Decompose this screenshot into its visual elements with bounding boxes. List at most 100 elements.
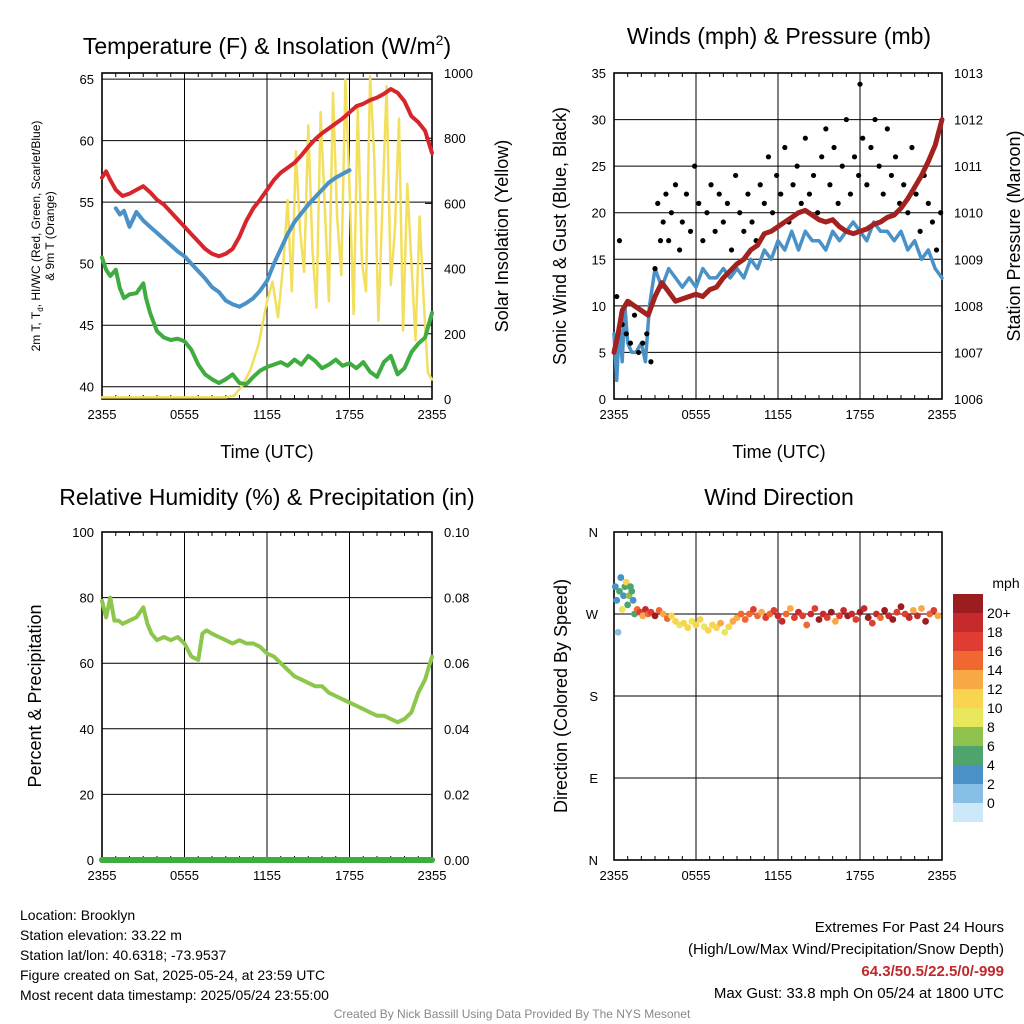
wind-direction-point — [696, 616, 704, 623]
wdir-legend-swatch — [953, 613, 983, 632]
temp-xlabel: Time (UTC) — [220, 442, 313, 462]
wdir-legend-label: 4 — [987, 757, 995, 773]
gust-point — [652, 266, 658, 272]
station-info: Location: Brooklyn Station elevation: 33… — [20, 905, 329, 1005]
wind-direction-point — [799, 612, 806, 620]
wind-direction-point — [827, 608, 835, 616]
wdir-legend-label: 2 — [987, 776, 995, 792]
temp-ytick-left: 50 — [80, 257, 94, 272]
gust-point — [660, 219, 666, 225]
wind-direction-point — [737, 610, 745, 618]
gust-point — [623, 331, 629, 337]
gust-point — [741, 228, 747, 234]
wind-ytick-right: 1011 — [954, 159, 982, 174]
gust-point — [644, 331, 650, 337]
wind-ylabel-right: Station Pressure (Maroon) — [1004, 130, 1024, 341]
wind-direction-point — [717, 619, 724, 627]
wind-ytick-left: 35 — [592, 66, 606, 81]
rh-xtick-label: 2355 — [88, 868, 117, 883]
temp-ytick-right: 600 — [444, 196, 466, 211]
meteogram-figure: Temperature (F) & Insolation (W/m2) Time… — [25, 23, 1024, 883]
gust-point — [668, 210, 675, 216]
gust-point — [888, 172, 895, 179]
gust-point — [884, 126, 890, 132]
temperature-line — [100, 87, 434, 259]
wind-xtick-label: 1755 — [846, 407, 875, 422]
rh-ytick-right: 0.06 — [444, 656, 469, 671]
wind-direction-point — [758, 608, 765, 616]
gust-point — [798, 200, 804, 206]
gust-point — [663, 191, 669, 197]
credit-line: Created By Nick Bassill Using Data Provi… — [333, 1007, 691, 1021]
wind-direction-point — [864, 614, 872, 622]
sonic-wind-line — [612, 220, 944, 383]
temp-ytick-right: 800 — [444, 131, 466, 146]
gust-point — [872, 116, 878, 123]
gust-point — [616, 238, 623, 244]
temp-ytick-right: 0 — [444, 392, 451, 407]
gust-point — [810, 172, 817, 179]
wind-direction-point — [741, 616, 749, 623]
temp-xtick-label: 1155 — [253, 407, 281, 422]
gust-point — [864, 182, 870, 188]
wind-direction-point — [620, 592, 627, 600]
gust-point — [782, 144, 788, 151]
gust-point — [815, 210, 821, 216]
gust-point — [672, 182, 679, 188]
gust-point — [737, 210, 743, 216]
temp-panel-title: Temperature (F) & Insolation (W/m2) — [83, 32, 451, 59]
gust-point — [655, 200, 661, 206]
wdir-legend-swatch — [953, 727, 983, 746]
gust-point — [679, 219, 685, 225]
wind-direction-point — [611, 583, 619, 591]
gust-point — [774, 172, 780, 179]
gust-point — [728, 247, 735, 253]
humidity-line — [100, 595, 434, 725]
gust-point — [913, 191, 919, 197]
gust-point — [901, 182, 907, 188]
gust-point — [909, 144, 915, 151]
gust-point — [712, 228, 718, 234]
gust-point — [831, 144, 837, 151]
wind-direction-point — [745, 610, 753, 618]
gust-point — [657, 238, 664, 244]
wind-direction-point — [782, 610, 790, 618]
extremes-subtitle: (High/Low/Max Wind/Precipitation/Snow De… — [688, 941, 1004, 958]
gust-point — [905, 210, 911, 216]
gust-point — [749, 219, 755, 225]
gust-point — [724, 200, 731, 206]
temp-ytick-left: 60 — [80, 134, 94, 149]
wind-direction-point — [840, 606, 847, 614]
gust-point — [765, 154, 772, 160]
wdir-panel-title: Wind Direction — [704, 484, 854, 510]
rh-ylabel-left: Percent & Precipitation — [25, 604, 45, 787]
gust-point — [857, 81, 863, 87]
gust-point — [757, 182, 763, 188]
temp-ylabel-left-line2: & 9m T (Orange) — [43, 191, 57, 281]
gust-point — [794, 163, 800, 169]
wind-direction-point — [922, 617, 929, 625]
wind-xtick-label: 2355 — [928, 407, 957, 422]
wind-direction-point — [836, 612, 843, 620]
rh-ytick-left: 60 — [80, 656, 94, 671]
wind-ytick-left: 5 — [599, 345, 606, 360]
wind-ytick-right: 1006 — [954, 392, 983, 407]
wind-direction-point — [848, 610, 856, 618]
wdir-legend-label: 16 — [987, 643, 1003, 659]
wind-direction-point — [791, 614, 798, 622]
wind-direction-point — [852, 616, 860, 623]
gust-point — [790, 182, 796, 188]
wind-direction-point — [617, 574, 625, 581]
wdir-xtick-label: 0555 — [682, 868, 711, 883]
wind-direction-point — [639, 612, 647, 620]
gust-point — [876, 163, 882, 169]
wdir-legend-swatch — [953, 594, 983, 613]
wind-direction-point — [811, 605, 819, 612]
rh-ytick-right: 0.04 — [444, 722, 469, 737]
gust-point — [745, 191, 751, 197]
wind-direction-point — [930, 606, 938, 614]
recent-data-timestamp: Most recent data timestamp: 2025/05/24 2… — [20, 987, 329, 1003]
temp-ylabel-right: Solar Insolation (Yellow) — [492, 140, 512, 332]
gust-point — [933, 247, 940, 253]
gust-point — [648, 359, 654, 365]
